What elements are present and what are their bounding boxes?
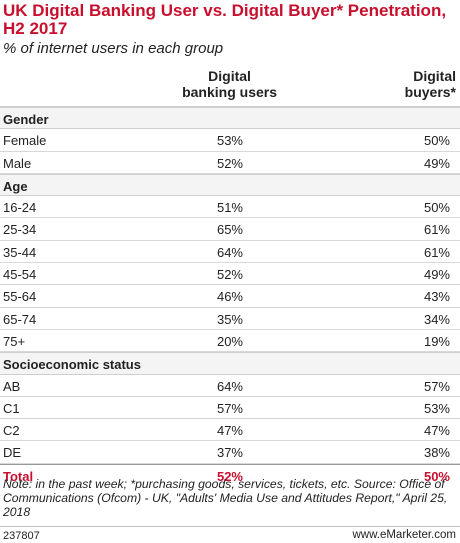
- section-header: Age: [0, 173, 460, 197]
- table-row: Female 53% 50%: [0, 129, 460, 152]
- buyers-value: 50%: [423, 200, 450, 216]
- column-header-buyers: Digital buyers*: [404, 68, 456, 100]
- total-buyers-value: 50%: [423, 468, 450, 484]
- buyers-value: 61%: [423, 222, 450, 238]
- row-label: C1: [3, 400, 20, 416]
- total-label: Total: [3, 468, 34, 484]
- section-label: Age: [3, 178, 28, 194]
- banking-value: 51%: [216, 200, 243, 216]
- row-label: 35-44: [3, 244, 37, 260]
- brand-logo: www.eMarketer.com: [352, 529, 456, 541]
- banking-value: 64%: [216, 378, 243, 394]
- chart-title: UK Digital Banking User vs. Digital Buye…: [3, 1, 447, 38]
- table-row: 25-34 65% 61%: [0, 218, 460, 241]
- data-table: Digital banking users Digital buyers* Gend…: [0, 66, 460, 486]
- chart-id: 237807: [3, 530, 40, 542]
- banking-value: 47%: [216, 423, 243, 439]
- section-label: Socioeconomic status: [3, 357, 141, 373]
- row-label: 55-64: [3, 289, 37, 305]
- buyers-value: 19%: [423, 333, 450, 349]
- table-row: 16-24 51% 50%: [0, 196, 460, 219]
- banking-value: 20%: [216, 333, 243, 349]
- row-label: Male: [3, 155, 32, 171]
- table-row: Male 52% 49%: [0, 152, 460, 174]
- banking-value: 57%: [216, 400, 243, 416]
- buyers-value: 50%: [423, 133, 450, 149]
- row-label: 75+: [3, 333, 26, 349]
- table-row: C2 47% 47%: [0, 419, 460, 442]
- table-row: 65-74 35% 34%: [0, 308, 460, 330]
- table-row: DE 37% 38%: [0, 441, 460, 464]
- buyers-value: 49%: [423, 267, 450, 283]
- row-label: C2: [3, 423, 20, 439]
- column-headers: Digital banking users Digital buyers*: [0, 66, 460, 107]
- row-label: 45-54: [3, 267, 37, 283]
- banking-value: 52%: [216, 267, 243, 283]
- table-row: C1 57% 53%: [0, 397, 460, 420]
- buyers-value: 53%: [423, 400, 450, 416]
- chart-footer: 237807 www.eMarketer.com: [0, 526, 460, 543]
- section-header: Socioeconomic status: [0, 352, 460, 375]
- table-row: 35-44 64% 61%: [0, 241, 460, 264]
- chart-header: UK Digital Banking User vs. Digital Buye…: [3, 2, 457, 58]
- buyers-value: 38%: [423, 445, 450, 461]
- row-label: DE: [3, 445, 22, 461]
- chart-notes: Note: in the past week; *purchasing good…: [3, 477, 448, 519]
- buyers-value: 43%: [423, 289, 450, 305]
- banking-value: 46%: [216, 289, 243, 305]
- section-header: Gender: [0, 107, 460, 130]
- section-label: Gender: [3, 112, 49, 127]
- column-header-banking: Digital banking users: [182, 68, 277, 100]
- chart-subtitle: % of internet users in each group: [3, 40, 224, 57]
- banking-value: 37%: [216, 445, 243, 461]
- buyers-value: 47%: [423, 423, 450, 439]
- buyers-value: 49%: [423, 155, 450, 171]
- table-body: Gender Female 53% 50% Male 52% 49% Age 16-24 51% 5…: [0, 107, 460, 486]
- total-row: Total 52% 50%: [0, 463, 460, 486]
- row-label: 16-24: [3, 200, 37, 216]
- row-label: AB: [3, 378, 21, 394]
- table-row: AB 64% 57%: [0, 375, 460, 397]
- banking-value: 35%: [216, 311, 243, 327]
- buyers-value: 57%: [423, 378, 450, 394]
- table-row: 55-64 46% 43%: [0, 285, 460, 308]
- buyers-value: 34%: [423, 311, 450, 327]
- table-row: 45-54 52% 49%: [0, 263, 460, 286]
- row-label: Female: [3, 133, 47, 149]
- total-banking-value: 52%: [216, 468, 243, 484]
- table-row: 75+ 20% 19%: [0, 330, 460, 353]
- row-label: 25-34: [3, 222, 37, 238]
- banking-value: 64%: [216, 244, 243, 260]
- banking-value: 52%: [216, 155, 243, 171]
- buyers-value: 61%: [423, 244, 450, 260]
- banking-value: 65%: [216, 222, 243, 238]
- banking-value: 53%: [216, 133, 243, 149]
- row-label: 65-74: [3, 311, 37, 327]
